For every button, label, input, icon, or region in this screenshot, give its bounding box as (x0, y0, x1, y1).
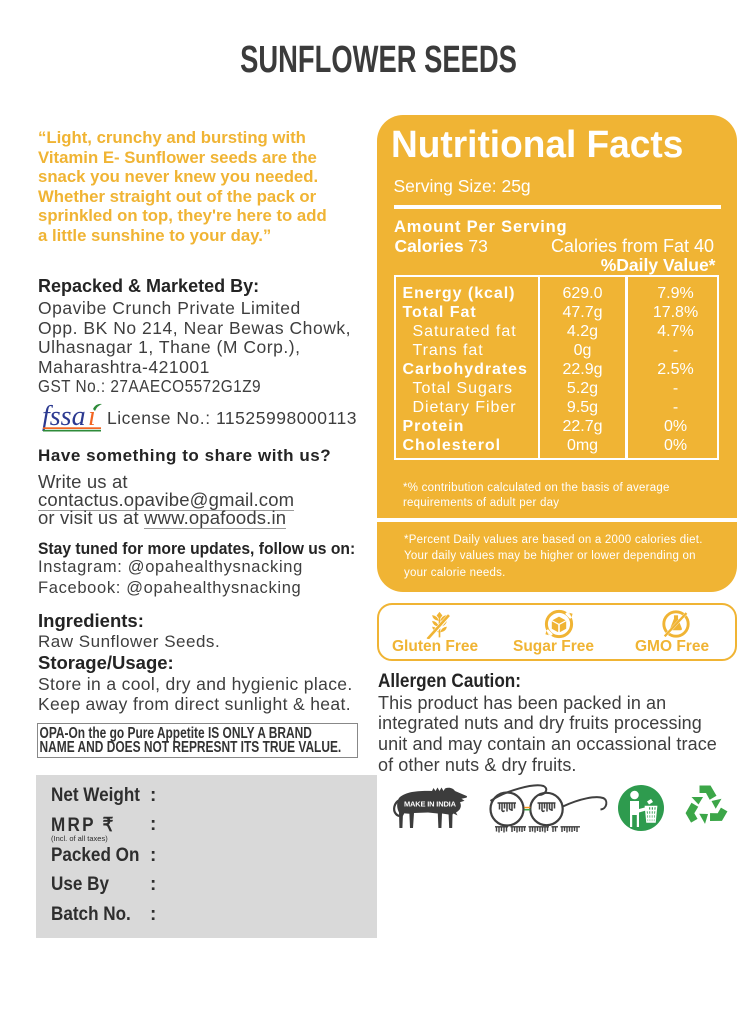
svg-text:ı: ı (88, 403, 96, 432)
svg-text:MAKE IN INDIA: MAKE IN INDIA (404, 800, 457, 809)
svg-text:fssa: fssa (42, 403, 86, 432)
